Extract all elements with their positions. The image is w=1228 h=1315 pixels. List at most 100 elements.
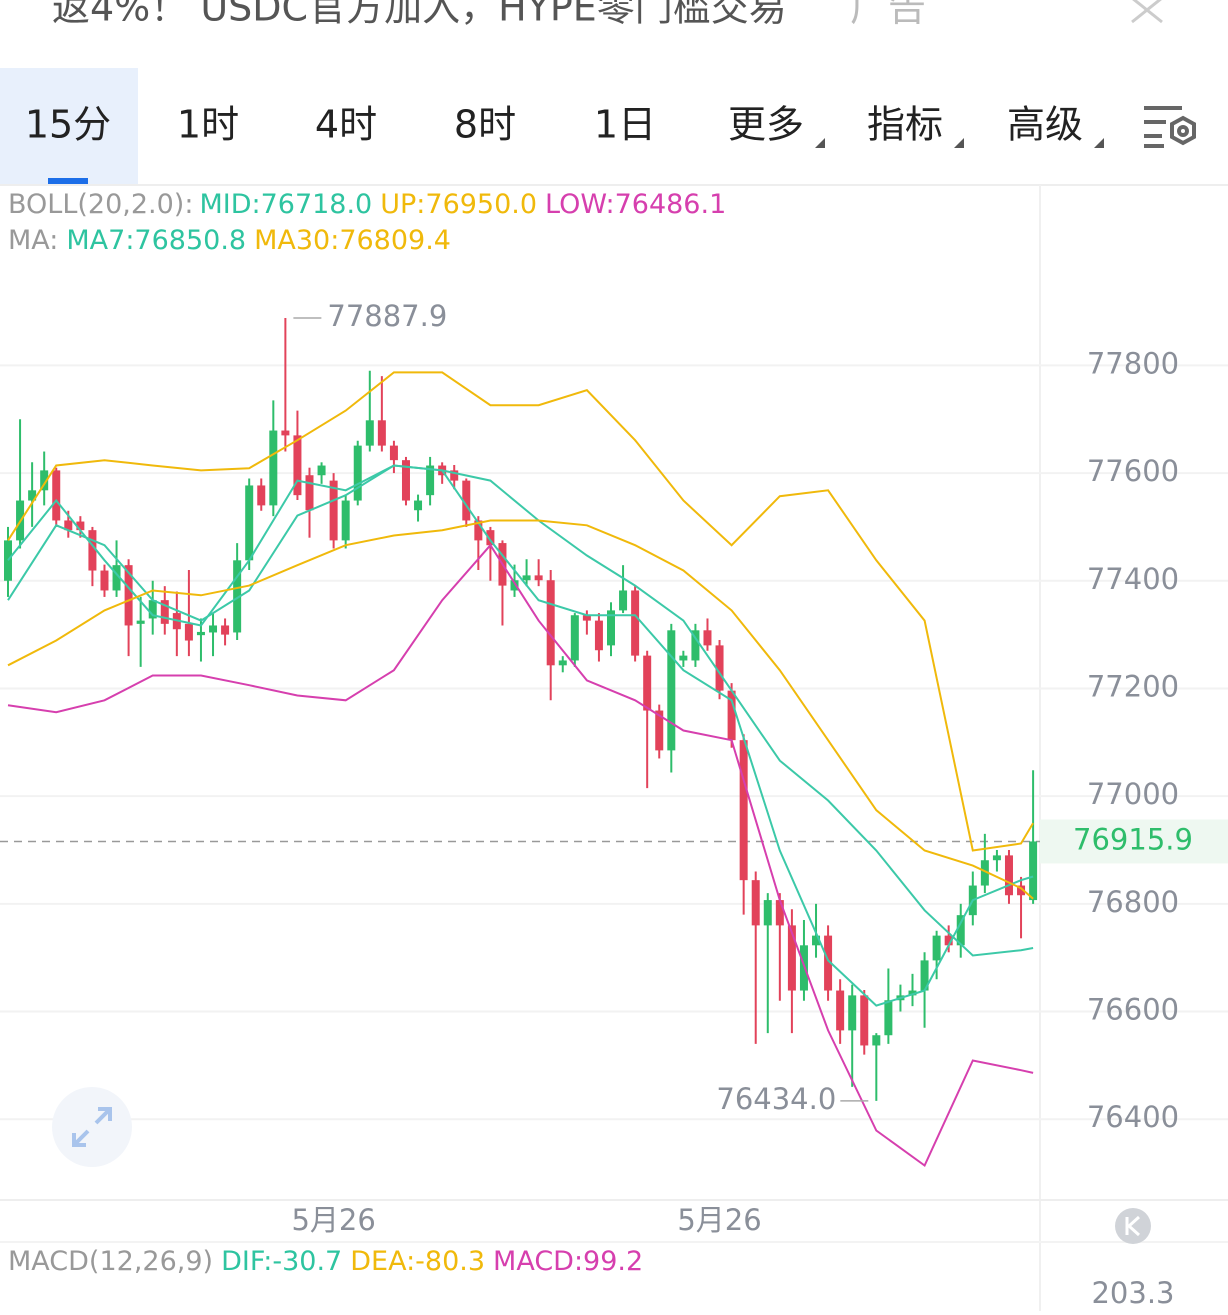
candle-body [607,610,615,646]
candle-body [486,530,495,546]
candle-body [763,900,772,926]
candle-body [775,900,784,926]
candle-body [558,660,567,666]
candle-body [450,470,459,481]
candle-body [148,600,157,619]
candle-body [570,615,579,661]
candle-body [88,530,97,571]
y-tick-label: 77400 [1087,562,1179,596]
high-annotation: 77887.9 [327,299,447,333]
candle-body [631,590,640,656]
candle-body [980,860,989,886]
tab-indicator [48,178,88,185]
banner-text[interactable]: 返4%！ USDC官方加入，HYPE零门槛交易 [52,0,787,30]
candle-body [836,990,845,1031]
candle-body [76,521,85,531]
candle-body [401,460,410,501]
last-price-label: 76915.9 [1073,822,1193,856]
tab[interactable]: 指标 [867,103,943,147]
plot: 76400 76600 76800 77000 77200 77400 77600 77800… [0,299,1228,1237]
candle-body [245,485,254,561]
candle-body [257,485,266,506]
tab[interactable]: 8时 [454,103,516,147]
y-tick-label: 76600 [1087,993,1179,1027]
boll-label: BOLL(20,2.0): [8,189,193,220]
tab[interactable]: 1日 [594,103,656,147]
settings-icon[interactable] [1144,106,1196,148]
expand-icon [72,1107,112,1147]
candle-body [233,560,242,633]
macd-axis-label: 203.3 [1091,1276,1174,1310]
macd-dif: DIF:-30.7 [221,1246,342,1277]
candle-body [812,935,821,946]
candle-body [594,620,603,651]
candle-body [269,430,278,506]
boll-low: LOW:76486.1 [545,189,726,220]
ma-legend: MA: MA7:76850.8 MA30:76809.4 [8,225,451,256]
dropdown-markers [815,138,1104,148]
candle-body [872,1035,881,1046]
candle-body [860,995,869,1046]
candle-body [848,995,857,1031]
candle-body [1029,841,1038,901]
boll-mid: MID:76718.0 [199,189,372,220]
candle-body [667,630,676,751]
tab[interactable]: 更多 [728,103,804,147]
candle-body [992,855,1001,861]
kline-button[interactable] [1115,1208,1151,1244]
tab[interactable]: 4时 [315,103,377,147]
candle-body [643,655,652,711]
y-tick-label: 76800 [1087,885,1179,919]
candle-body [751,880,760,926]
candle-body [1017,885,1026,896]
candle-body [377,420,386,446]
boll-legend: BOLL(20,2.0): MID:76718.0 UP:76950.0 LOW:76… [8,189,726,220]
candle-body [546,580,555,666]
y-tick-label: 76400 [1087,1100,1179,1134]
candle-body [739,740,748,881]
candle-body [619,590,628,611]
candle-body [655,710,664,751]
candle-body [196,631,205,636]
candle-body [4,540,12,581]
expand-button[interactable] [52,1087,132,1167]
candle-body [727,690,736,741]
candle-body [329,480,338,541]
candle-body [112,565,121,591]
last-price-bg [1040,819,1228,864]
candle-body [703,630,712,646]
ad-tag: 广告 [850,0,926,30]
candle-body [787,925,796,991]
tab[interactable]: 15分 [25,103,111,147]
tab[interactable]: 高级 [1007,103,1083,147]
indicator-line [7,519,1034,900]
close-icon[interactable] [1131,0,1163,24]
macd-legend: MACD(12,26,9) DIF:-30.7 DEA:-80.3 MACD:99.2 [8,1246,643,1277]
candle-body [474,520,483,541]
candle-body [691,630,700,661]
tab-bar: 15分 1时 4时 8时 1日 更多 指标 高级 [25,103,1083,185]
candle-body [293,435,302,496]
active-tab-bg [0,68,138,185]
y-tick-label: 77800 [1087,346,1179,380]
candle-body [353,445,362,501]
candle-body [582,615,591,621]
candle-body [317,465,326,476]
candle-body [824,935,833,991]
candle-body [281,430,290,436]
indicator-line [7,371,1034,852]
candle-body [341,500,350,541]
candle-body [305,475,314,511]
candle-body [389,445,398,461]
candle-body [920,960,929,991]
candle-body [124,565,133,626]
candle-body [184,623,193,641]
tab[interactable]: 1时 [177,103,239,147]
candle-body [52,470,61,521]
ma7: MA7:76850.8 [66,225,246,256]
candle-body [462,480,471,521]
candle-body [160,600,169,624]
candle-body [510,580,519,591]
